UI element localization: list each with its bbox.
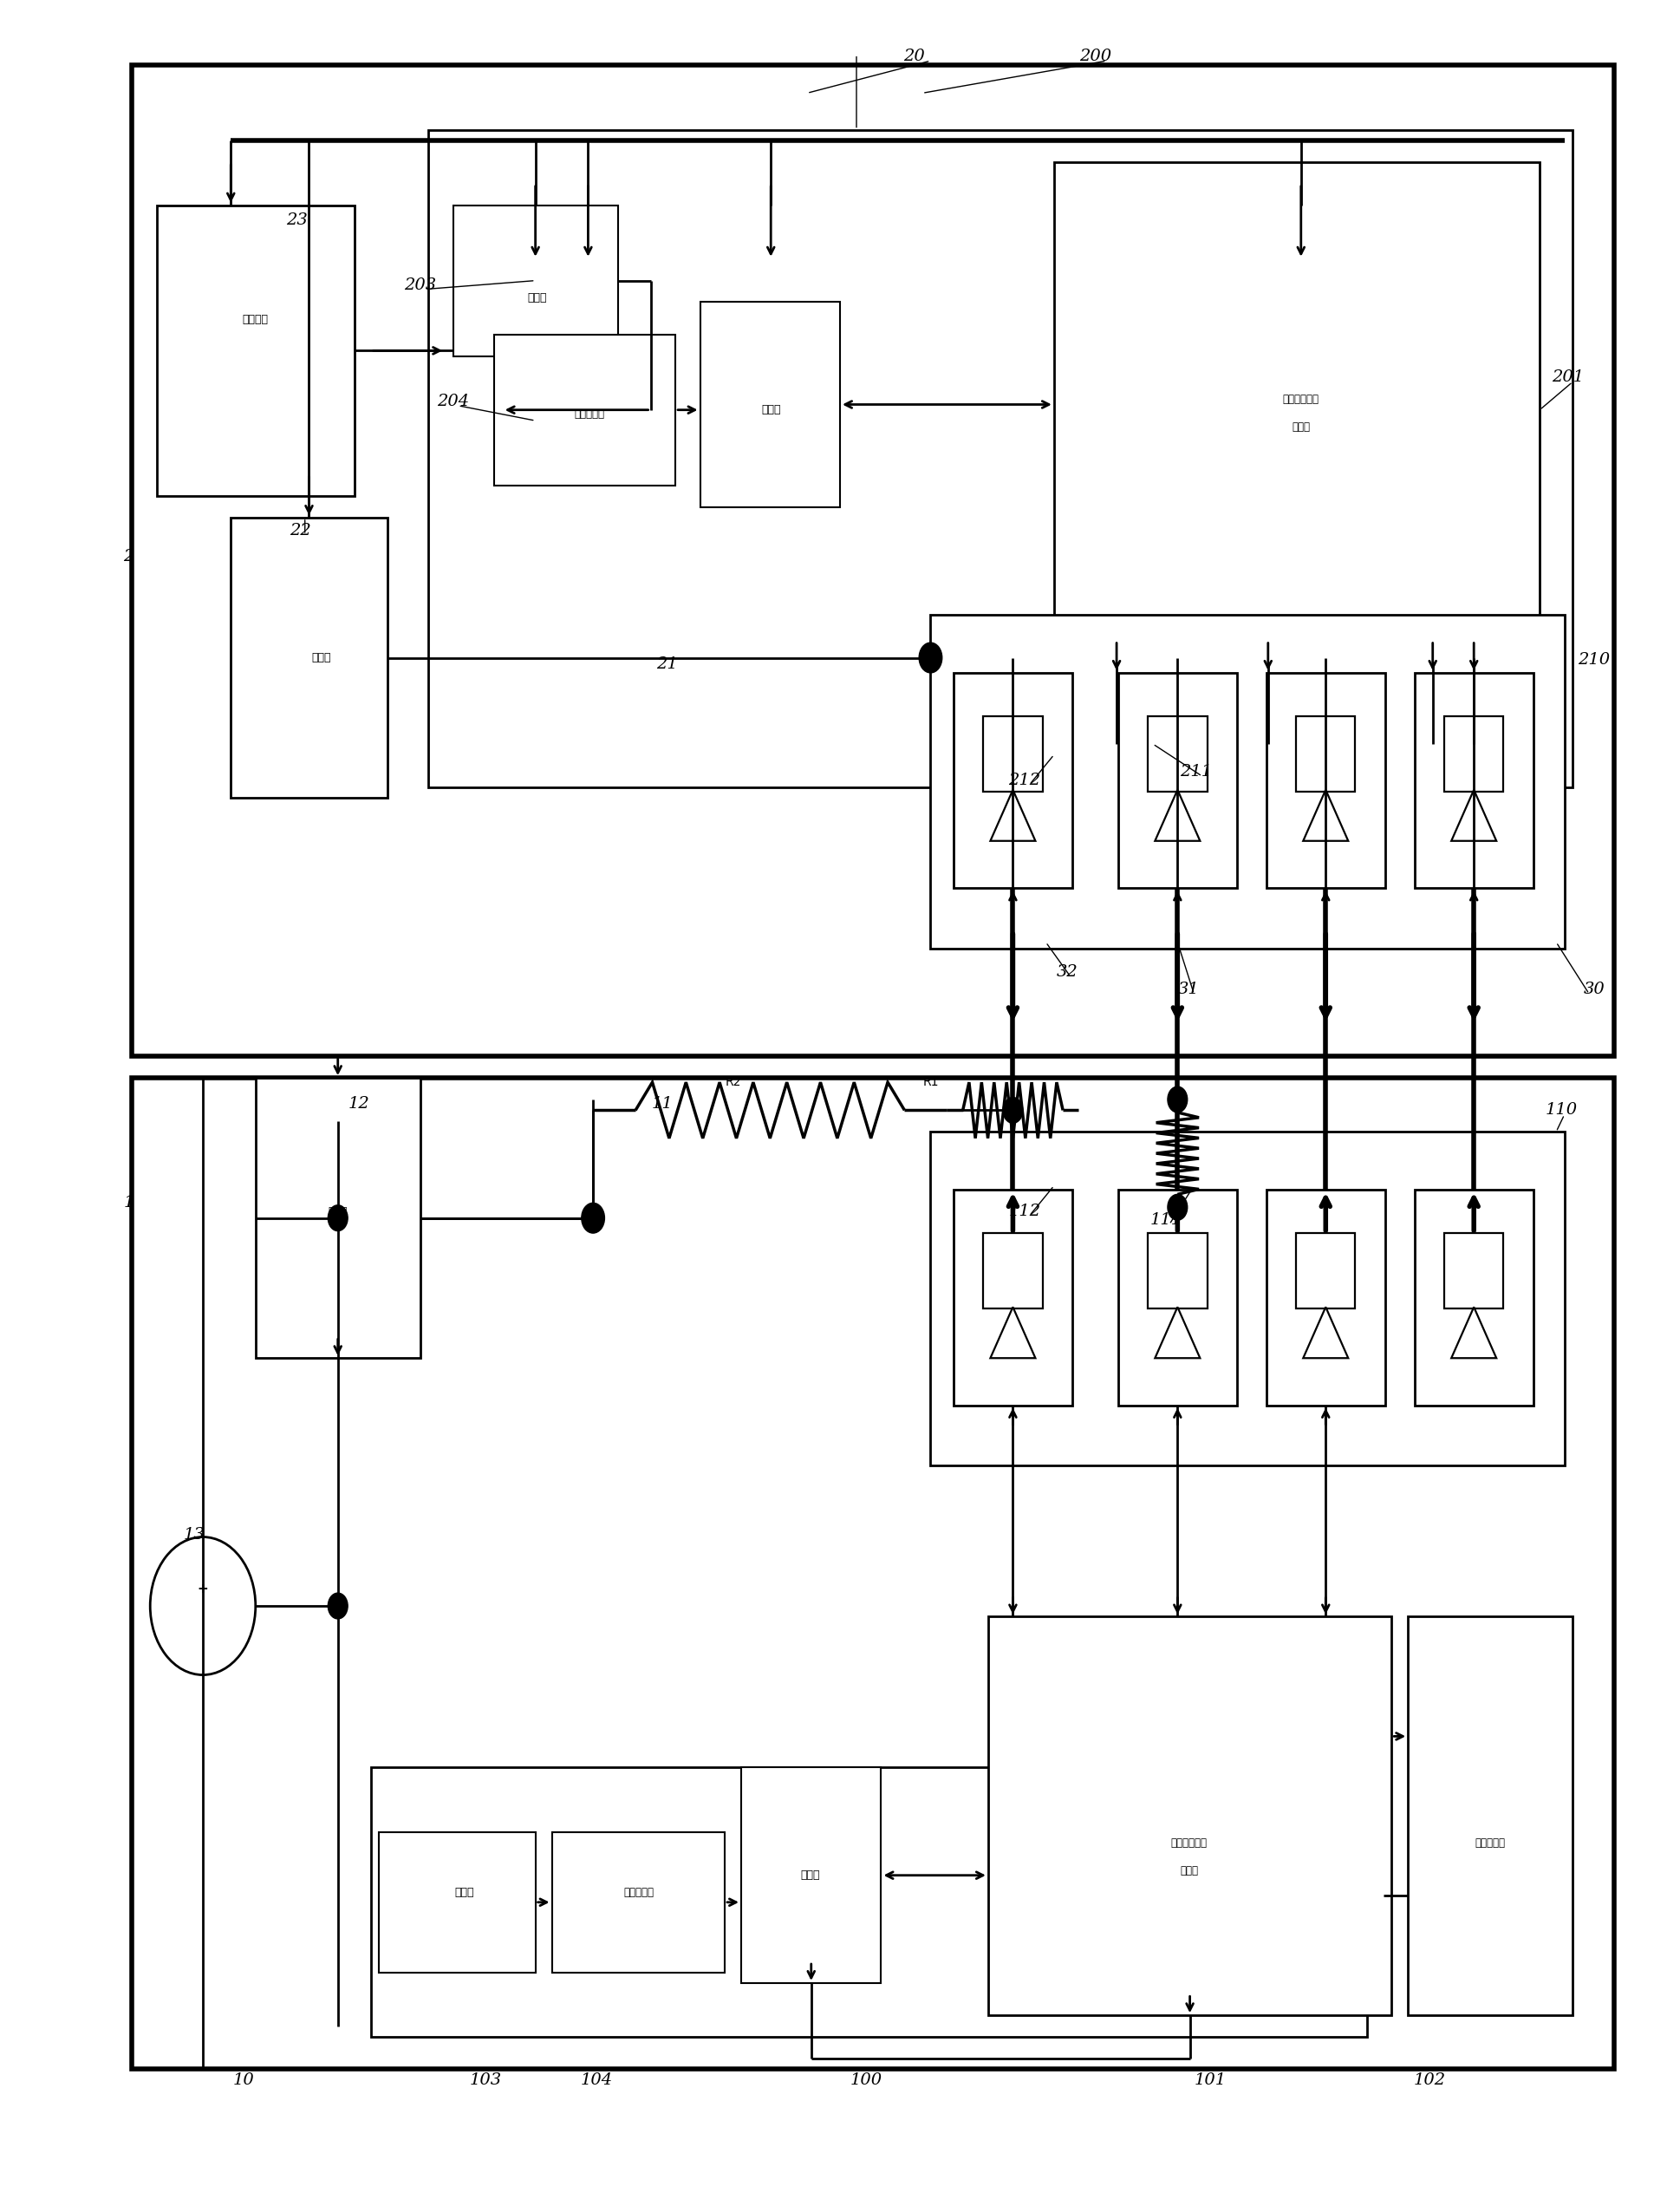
Text: 21: 21 [657,655,677,673]
Bar [1147,717,1208,792]
Text: 控制器: 控制器 [801,1869,820,1880]
Bar [551,1832,724,1973]
Bar [454,205,618,356]
Circle shape [1168,1086,1188,1113]
Text: 稳定等待部: 稳定等待部 [575,409,605,420]
Polygon shape [990,1306,1035,1359]
Text: 101: 101 [1194,2071,1226,2087]
Text: 解调器: 解调器 [328,1205,348,1218]
Text: 检测部: 检测部 [455,1887,474,1898]
Text: 112: 112 [1008,1203,1040,1220]
Bar [931,1132,1564,1467]
Text: 111: 111 [1149,1212,1183,1227]
Text: 30: 30 [1583,981,1604,998]
Text: R1: R1 [922,1075,939,1089]
Text: +: + [197,1583,208,1594]
Bar [1267,1190,1384,1405]
Bar [230,517,386,798]
Text: 11: 11 [652,1095,674,1113]
Bar [1119,673,1236,888]
Bar [1415,673,1534,888]
Bar [931,616,1564,948]
Bar [1295,1234,1356,1308]
Text: 调节器: 调节器 [311,653,331,664]
Text: 31: 31 [1178,981,1200,998]
Bar [988,1616,1391,2014]
Bar [1445,1234,1504,1308]
Bar [1445,717,1504,792]
Text: 200: 200 [1079,48,1110,64]
Text: 时钟控制部: 时钟控制部 [1475,1838,1505,1849]
Bar [133,1078,1614,2069]
Text: 203: 203 [405,277,437,292]
Text: 检测部: 检测部 [528,292,546,303]
Polygon shape [1154,1306,1200,1359]
Bar [983,717,1043,792]
Bar [133,66,1614,1056]
Text: 204: 204 [437,394,469,409]
Bar [494,334,675,486]
Text: 1: 1 [123,1194,134,1212]
Bar [255,1078,420,1359]
Circle shape [1168,1194,1188,1220]
Bar [741,1768,880,1983]
Circle shape [581,1203,605,1234]
Bar [1053,163,1539,743]
Circle shape [919,642,942,673]
Text: 12: 12 [348,1095,370,1113]
Bar [954,673,1072,888]
Polygon shape [1452,1306,1497,1359]
Text: R2: R2 [726,1075,741,1089]
Bar [156,205,354,497]
Text: 22: 22 [289,523,311,539]
Text: 110: 110 [1546,1102,1578,1117]
Text: 控制器: 控制器 [761,405,781,416]
Bar [1267,673,1384,888]
Bar [1408,1616,1572,2014]
Text: 13: 13 [183,1526,205,1544]
Polygon shape [1304,1306,1349,1359]
Text: 201: 201 [1552,369,1584,385]
Text: 控制部: 控制部 [1292,422,1310,433]
Polygon shape [990,789,1035,840]
Bar [954,1190,1072,1405]
Text: 输入输出端子: 输入输出端子 [1284,394,1319,405]
Text: 212: 212 [1008,772,1040,789]
Text: 振荡电路: 振荡电路 [242,314,269,325]
Text: 控制部: 控制部 [1179,1865,1198,1876]
Bar [983,1234,1043,1308]
Polygon shape [1452,789,1497,840]
Bar [1119,1190,1236,1405]
Text: 100: 100 [850,2071,882,2087]
Polygon shape [1154,789,1200,840]
Bar [380,1832,536,1973]
Text: 102: 102 [1413,2071,1445,2087]
Text: 稳定等待部: 稳定等待部 [623,1887,654,1898]
Text: 2: 2 [123,548,134,565]
Bar [1415,1190,1534,1405]
Circle shape [328,1592,348,1618]
Polygon shape [1304,789,1349,840]
Text: 输入输出端子: 输入输出端子 [1171,1838,1208,1849]
Circle shape [583,1205,603,1231]
Bar [701,301,840,508]
Bar [1147,1234,1208,1308]
Text: 23: 23 [286,213,307,229]
Circle shape [150,1537,255,1676]
Text: 104: 104 [580,2071,613,2087]
Circle shape [328,1205,348,1231]
Text: 20: 20 [904,48,924,64]
Text: 103: 103 [470,2071,502,2087]
Bar [428,130,1572,787]
Text: 32: 32 [1057,965,1079,981]
Text: 10: 10 [234,2071,255,2087]
Text: 211: 211 [1179,763,1211,781]
Text: 210: 210 [1578,653,1609,668]
Bar [371,1768,1368,2036]
Circle shape [1003,1097,1023,1124]
Bar [1295,717,1356,792]
